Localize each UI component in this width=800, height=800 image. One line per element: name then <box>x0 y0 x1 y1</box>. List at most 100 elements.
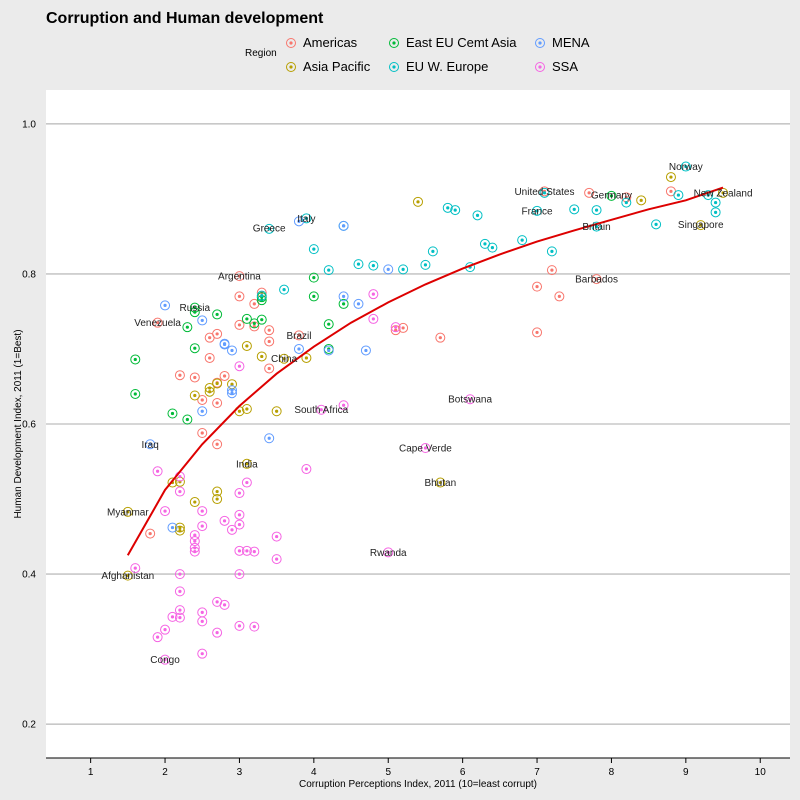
data-point <box>174 370 185 381</box>
data-point <box>174 486 185 497</box>
legend-label: Americas <box>303 35 358 50</box>
data-point <box>234 569 245 580</box>
data-point <box>174 586 185 597</box>
legend-item: Americas <box>285 35 357 50</box>
x-tick-label: 4 <box>311 767 317 778</box>
point-label: Iraq <box>142 440 159 451</box>
legend-item: Asia Pacific <box>285 59 370 74</box>
data-point <box>308 272 319 283</box>
legend-label: SSA <box>552 59 579 74</box>
data-point <box>212 486 223 497</box>
data-point <box>241 458 252 469</box>
data-point <box>197 406 208 417</box>
data-point <box>420 259 431 270</box>
point-label: Norway <box>669 162 703 173</box>
data-point <box>234 620 245 631</box>
legend-key-icon <box>389 61 399 72</box>
legend-label: MENA <box>552 35 590 50</box>
data-point <box>323 265 334 276</box>
point-label: Brazil <box>286 331 311 342</box>
data-point <box>167 611 178 622</box>
legend-item: East EU Cemt Asia <box>388 35 517 50</box>
data-point <box>338 291 349 302</box>
data-point <box>591 274 602 285</box>
data-point <box>472 210 483 221</box>
data-point <box>212 309 223 320</box>
data-point <box>145 528 156 539</box>
data-point <box>338 400 349 411</box>
data-point <box>316 404 327 415</box>
data-point <box>338 298 349 309</box>
data-point <box>271 406 282 417</box>
point-label: Afghanistan <box>101 571 154 582</box>
data-point <box>189 343 200 354</box>
point-label: Bhutan <box>424 478 456 489</box>
legend-label: East EU Cemt Asia <box>406 35 517 50</box>
data-point <box>249 546 260 557</box>
data-point <box>591 205 602 216</box>
chart-title: Corruption and Human development <box>46 10 324 27</box>
data-point <box>219 370 230 381</box>
data-point <box>435 332 446 343</box>
point-label: United States <box>514 187 574 198</box>
point-label: Greece <box>253 224 286 235</box>
data-point <box>130 563 141 574</box>
data-point <box>174 569 185 580</box>
data-point <box>554 291 565 302</box>
x-tick-label: 1 <box>88 767 94 778</box>
point-label: France <box>521 206 553 217</box>
data-point <box>234 545 245 556</box>
data-point <box>256 290 267 301</box>
data-point <box>219 515 230 526</box>
data-point <box>584 187 595 198</box>
grid-lines <box>46 122 790 726</box>
data-point <box>279 353 290 364</box>
legend-key-icon <box>535 61 545 72</box>
data-point <box>212 439 223 450</box>
data-points <box>122 161 729 665</box>
x-tick-label: 9 <box>683 767 689 778</box>
data-point <box>353 298 364 309</box>
data-point <box>413 196 423 207</box>
data-point <box>189 546 200 557</box>
point-label: Botswana <box>448 395 492 406</box>
x-tick-label: 8 <box>609 767 615 778</box>
y-tick-label: 0.2 <box>22 720 36 731</box>
legend-item: EU W. Europe <box>388 59 488 74</box>
data-point <box>174 605 185 616</box>
data-point <box>308 291 319 302</box>
y-tick-label: 1.0 <box>22 119 36 130</box>
data-point <box>301 352 312 363</box>
data-point <box>227 388 237 399</box>
data-point <box>197 616 208 627</box>
data-point <box>197 521 208 532</box>
point-label: Russia <box>180 303 211 314</box>
data-point <box>241 403 252 414</box>
data-point <box>160 654 171 665</box>
data-point <box>368 260 379 271</box>
data-point <box>219 339 230 350</box>
x-tick-label: 10 <box>755 767 767 778</box>
data-point <box>368 313 379 324</box>
data-point <box>152 466 163 477</box>
data-point <box>174 612 185 623</box>
data-point <box>398 264 409 275</box>
point-label: Cape Verde <box>399 444 452 455</box>
data-point <box>450 205 461 216</box>
data-point <box>197 315 208 326</box>
point-label: Singapore <box>678 220 724 231</box>
point-label: Britain <box>582 222 610 233</box>
data-point <box>256 351 267 362</box>
data-point <box>532 327 543 338</box>
data-point <box>160 624 171 635</box>
data-point <box>271 531 282 542</box>
data-point <box>308 244 319 255</box>
x-tick-label: 3 <box>237 767 243 778</box>
data-point <box>680 161 691 172</box>
legend-title: Region <box>245 48 277 59</box>
data-point <box>197 506 208 517</box>
data-point <box>323 319 334 330</box>
data-point <box>167 408 178 419</box>
legend-key-icon <box>286 61 296 72</box>
